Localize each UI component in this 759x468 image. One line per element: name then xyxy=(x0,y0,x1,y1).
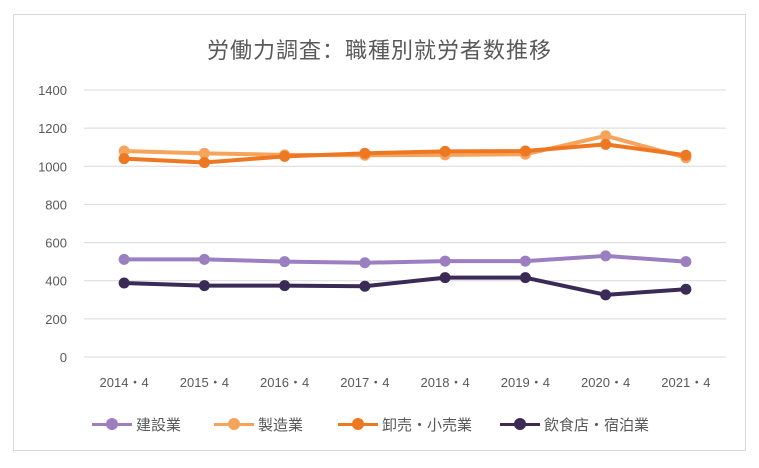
x-tick-label: 2017・4 xyxy=(340,375,389,390)
series-line xyxy=(122,275,688,297)
data-point xyxy=(359,257,371,269)
data-point xyxy=(439,272,451,284)
data-point xyxy=(359,280,371,292)
data-point xyxy=(519,272,531,284)
y-tick-label: 0 xyxy=(60,350,67,365)
y-tick-label: 1400 xyxy=(38,83,67,98)
data-point xyxy=(600,250,612,262)
data-point xyxy=(600,130,612,142)
chart-frame xyxy=(13,14,746,451)
series-line xyxy=(122,133,688,160)
x-tick-label: 2018・4 xyxy=(421,375,470,390)
y-tick-label: 800 xyxy=(45,197,67,212)
x-tick-label: 2019・4 xyxy=(501,375,550,390)
legend-item: 飲食店・宿泊業 xyxy=(500,410,649,438)
data-point xyxy=(279,150,291,162)
chart-legend: 建設業 製造業 卸売・小売業 飲食店・宿泊業 xyxy=(0,410,759,438)
legend-swatch xyxy=(92,417,132,431)
data-point xyxy=(198,147,210,159)
data-point xyxy=(680,149,692,161)
data-point xyxy=(118,277,130,289)
data-point xyxy=(439,145,451,157)
data-point xyxy=(198,253,210,265)
series-line xyxy=(122,253,688,265)
legend-label: 卸売・小売業 xyxy=(382,415,473,434)
y-tick-label: 200 xyxy=(45,312,67,327)
data-point xyxy=(600,289,612,301)
data-point xyxy=(519,145,531,157)
data-point xyxy=(359,147,371,159)
x-tick-label: 2016・4 xyxy=(260,375,309,390)
series-line xyxy=(122,142,688,165)
data-point xyxy=(279,256,291,268)
y-tick-label: 600 xyxy=(45,236,67,251)
data-point xyxy=(198,156,210,168)
x-tick-label: 2020・4 xyxy=(581,375,630,390)
data-point xyxy=(600,138,612,150)
data-point xyxy=(680,256,692,268)
legend-label: 飲食店・宿泊業 xyxy=(544,415,650,434)
data-point xyxy=(118,153,130,165)
legend-swatch xyxy=(214,417,254,431)
y-tick-label: 1000 xyxy=(38,159,67,174)
legend-label: 製造業 xyxy=(258,415,304,434)
legend-item: 建設業 xyxy=(92,410,181,438)
chart-title: 労働力調査：職種別就労者数推移 xyxy=(206,39,552,64)
data-point xyxy=(198,280,210,292)
y-tick-label: 1200 xyxy=(38,121,67,136)
data-point xyxy=(118,253,130,265)
legend-swatch xyxy=(338,417,378,431)
legend-label: 建設業 xyxy=(136,415,182,434)
legend-item: 卸売・小売業 xyxy=(338,410,472,438)
x-tick-label: 2015・4 xyxy=(180,375,229,390)
x-tick-label: 2014・4 xyxy=(100,375,149,390)
legend-swatch xyxy=(500,417,540,431)
y-tick-label: 400 xyxy=(45,274,67,289)
data-point xyxy=(680,283,692,295)
data-point xyxy=(279,280,291,292)
data-point xyxy=(118,145,130,157)
data-point xyxy=(519,255,531,267)
data-point xyxy=(439,255,451,267)
x-tick-label: 2021・4 xyxy=(661,375,710,390)
legend-item: 製造業 xyxy=(214,410,303,438)
